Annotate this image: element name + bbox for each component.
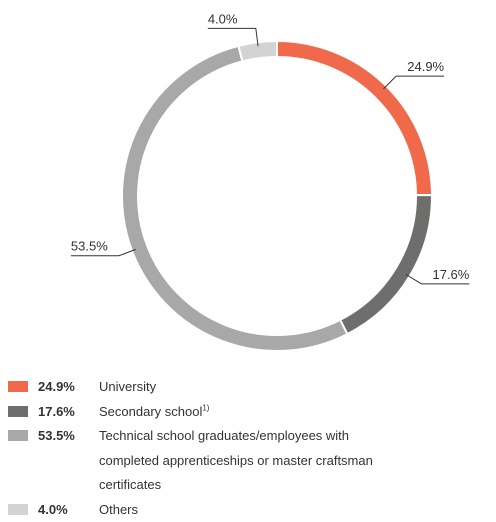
legend-item: 17.6%Secondary school1) bbox=[8, 400, 374, 425]
legend-item: 53.5%Technical school graduates/employee… bbox=[8, 424, 374, 498]
leader-line bbox=[383, 76, 444, 89]
legend-label: Others bbox=[99, 502, 138, 517]
data-label: 4.0% bbox=[208, 11, 238, 26]
legend-label: Secondary school bbox=[99, 404, 202, 419]
legend-value: 4.0% bbox=[28, 498, 99, 522]
chart: 24.9% 17.6% 53.5% 4.0% bbox=[0, 0, 496, 370]
legend-label: Technical school graduates/employees wit… bbox=[99, 428, 373, 492]
legend-name: Technical school graduates/employees wit… bbox=[99, 424, 374, 498]
legend-item: 24.9%University bbox=[8, 375, 374, 400]
legend-item: 4.0%Others bbox=[8, 498, 374, 522]
legend-name: Others bbox=[99, 498, 374, 522]
donut-segment bbox=[122, 46, 347, 351]
legend-label: University bbox=[99, 379, 156, 394]
legend-name: University bbox=[99, 375, 374, 400]
legend-swatch bbox=[8, 406, 28, 417]
data-label: 24.9% bbox=[407, 59, 444, 74]
legend-swatch bbox=[8, 381, 28, 392]
footnote-mark: 1) bbox=[202, 403, 209, 412]
legend-value: 17.6% bbox=[28, 400, 99, 425]
legend-name: Secondary school1) bbox=[99, 400, 374, 425]
legend-swatch bbox=[8, 430, 28, 441]
legend-value: 53.5% bbox=[28, 424, 99, 449]
data-label: 17.6% bbox=[432, 267, 469, 282]
legend-value: 24.9% bbox=[28, 375, 99, 400]
donut-segment bbox=[340, 195, 432, 334]
data-label: 53.5% bbox=[71, 239, 108, 254]
